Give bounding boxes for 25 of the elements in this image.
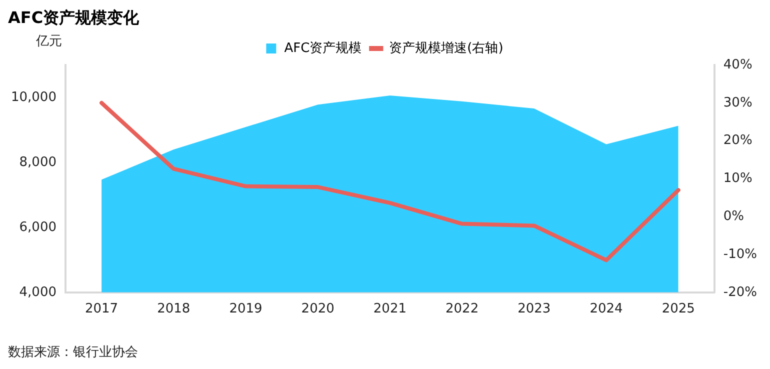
y-axis-title: 亿元 xyxy=(36,33,62,50)
y-tick-label: 4,000 xyxy=(19,284,56,300)
chart-title: AFC资产规模变化 xyxy=(8,8,140,29)
x-tick-label: 2024 xyxy=(590,302,623,317)
y2-tick-label: 30% xyxy=(723,95,752,110)
y-tick-label: 6,000 xyxy=(19,220,56,235)
x-tick-label: 2019 xyxy=(229,302,262,317)
x-tick-label: 2022 xyxy=(446,302,479,317)
x-tick-label: 2021 xyxy=(373,302,406,317)
y-tick-label: 8,000 xyxy=(19,154,56,170)
y2-tick-label: 10% xyxy=(723,171,752,186)
x-tick-label: 2023 xyxy=(518,302,551,317)
source-note: 数据来源：银行业协会 xyxy=(8,344,138,361)
x-tick-label: 2018 xyxy=(157,302,190,317)
y2-tick-label: -20% xyxy=(723,284,758,300)
y-tick-label: 10,000 xyxy=(10,90,56,105)
x-tick-label: 2020 xyxy=(301,302,334,317)
y2-tick-label: 0% xyxy=(723,208,744,224)
x-tick-label: 2017 xyxy=(84,302,118,317)
x-tick-label: 2025 xyxy=(662,302,695,317)
legend-label: AFC资产规模 xyxy=(284,40,362,56)
y2-tick-label: -10% xyxy=(723,246,758,262)
y2-tick-label: 40% xyxy=(723,57,752,72)
y2-tick-label: 20% xyxy=(723,133,752,148)
legend-label: 资产规模增速(右轴) xyxy=(389,40,504,56)
